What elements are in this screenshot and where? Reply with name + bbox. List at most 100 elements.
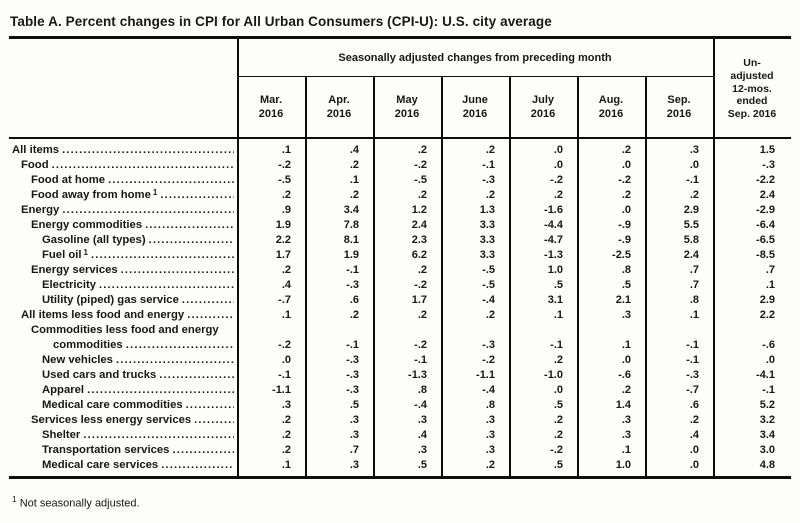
dot-leader <box>108 173 234 188</box>
value-cell: .2 <box>349 159 359 171</box>
row-label: Energy services <box>31 264 118 276</box>
value-cell: .5 <box>621 279 631 291</box>
value-cell: -.5 <box>482 264 495 276</box>
value-cell: .2 <box>553 354 563 366</box>
table-row: Food -.2 .2 -.2 -.1 .0 .0 .0 -.3 <box>9 158 791 173</box>
value-cell: 2.2 <box>275 234 291 246</box>
unadjusted-value: -.6 <box>762 339 775 351</box>
value-cell: .1 <box>281 309 291 321</box>
row-label: Food away from home <box>31 189 151 201</box>
value-cell: .3 <box>485 444 495 456</box>
row-label-cell: Energy services <box>9 263 237 278</box>
row-label: Food <box>21 159 49 171</box>
value-cell: .9 <box>281 204 291 216</box>
value-cell: 1.9 <box>275 219 291 231</box>
value-cell: .3 <box>485 429 495 441</box>
value-cell: .2 <box>689 414 699 426</box>
value-cell: 2.4 <box>411 219 427 231</box>
value-cell: 3.1 <box>547 294 563 306</box>
value-cell: -1.3 <box>408 369 427 381</box>
value-cell: 3.3 <box>479 249 495 261</box>
value-cell: .8 <box>417 384 427 396</box>
value-cell: .0 <box>621 204 631 216</box>
table-row: Food at home -.5 .1 -.5 -.3 -.2 -.2 -.1 -2.2 <box>9 173 791 188</box>
value-cell: .0 <box>689 159 699 171</box>
value-cell: 7.8 <box>343 219 359 231</box>
value-cell: .5 <box>553 459 563 471</box>
row-label: Electricity <box>42 279 97 291</box>
value-cell: .2 <box>485 309 495 321</box>
value-cell: .7 <box>689 279 699 291</box>
row-label: All items less food and energy <box>21 309 185 321</box>
row-label: Energy commodities <box>31 219 143 231</box>
value-cell: .0 <box>689 459 699 471</box>
value-cell: -.2 <box>618 174 631 186</box>
dot-leader <box>172 443 234 458</box>
unadjusted-value: 3.0 <box>759 444 775 456</box>
value-cell: .4 <box>281 279 291 291</box>
value-cell: .4 <box>349 144 359 156</box>
value-cell: .4 <box>417 429 427 441</box>
row-label: Services less energy services <box>31 414 192 426</box>
row-label: Gasoline (all types) <box>42 234 146 246</box>
dot-leader <box>83 428 234 443</box>
row-label: Shelter <box>42 429 81 441</box>
value-cell: .3 <box>349 414 359 426</box>
value-cell: .2 <box>349 309 359 321</box>
value-cell: -.9 <box>618 234 631 246</box>
value-cell: -.1 <box>346 339 359 351</box>
value-cell: .5 <box>349 399 359 411</box>
value-cell: -.4 <box>414 399 427 411</box>
value-cell: 1.7 <box>411 294 427 306</box>
value-cell: -.2 <box>482 354 495 366</box>
unadjusted-value: 1.5 <box>759 144 775 156</box>
value-cell: .3 <box>417 444 427 456</box>
row-label-cell: Services less energy services <box>9 413 237 428</box>
table-row: Electricity .4 -.3 -.2 -.5 .5 .5 .7 .1 <box>9 278 791 293</box>
value-cell: 3.3 <box>479 219 495 231</box>
column-header: June 2016 <box>462 93 488 120</box>
row-label-cell: Energy commodities <box>9 218 237 233</box>
column-header: Sep. 2016 <box>666 93 692 120</box>
table-row: Energy .9 3.4 1.2 1.3 -1.6 .0 2.9 -2.9 <box>9 203 791 218</box>
unadjusted-value: -.3 <box>762 159 775 171</box>
dot-leader <box>187 308 234 323</box>
value-cell: -.1 <box>550 339 563 351</box>
value-cell: .3 <box>689 144 699 156</box>
value-cell: 2.1 <box>615 294 631 306</box>
table-row: Food away from home 1 .2 .2 .2 .2 .2 .2 .2 2.4 <box>9 188 791 203</box>
dot-leader <box>52 158 234 173</box>
value-cell: .2 <box>621 144 631 156</box>
value-cell: 8.1 <box>343 234 359 246</box>
row-label-cell: Gasoline (all types) <box>9 233 237 248</box>
value-cell: .2 <box>349 189 359 201</box>
row-label-cell: Food away from home 1 <box>9 188 237 203</box>
value-cell: .5 <box>553 399 563 411</box>
dot-leader <box>126 338 234 353</box>
dot-leader <box>186 398 234 413</box>
value-cell: .2 <box>621 384 631 396</box>
row-label: Utility (piped) gas service <box>42 294 179 306</box>
value-cell: .1 <box>553 309 563 321</box>
value-cell: .1 <box>281 144 291 156</box>
column-divider <box>713 39 715 476</box>
value-cell: -2.5 <box>612 249 631 261</box>
unadjusted-value: 2.4 <box>759 189 775 201</box>
value-cell: -1.1 <box>272 384 291 396</box>
footnote: 1 Not seasonally adjusted. <box>12 494 791 510</box>
value-cell: .0 <box>553 159 563 171</box>
row-label-cell: All items <box>9 143 237 158</box>
value-cell: -.1 <box>346 264 359 276</box>
unadjusted-column-header: Un-adjusted 12-mos. ended Sep. 2016 <box>727 57 777 121</box>
value-cell: -.2 <box>414 339 427 351</box>
unadjusted-value: -2.2 <box>756 174 775 186</box>
value-cell: .1 <box>689 309 699 321</box>
value-cell: .2 <box>485 459 495 471</box>
value-cell: 1.4 <box>615 399 631 411</box>
value-cell: .2 <box>485 189 495 201</box>
table-row: Gasoline (all types) 2.2 8.1 2.3 3.3 -4.7 -.9… <box>9 233 791 248</box>
value-cell: -.5 <box>278 174 291 186</box>
table-row: Services less energy services .2 .3 .3 .3 .2… <box>9 413 791 428</box>
value-cell: .2 <box>485 144 495 156</box>
row-label: Used cars and trucks <box>42 369 157 381</box>
